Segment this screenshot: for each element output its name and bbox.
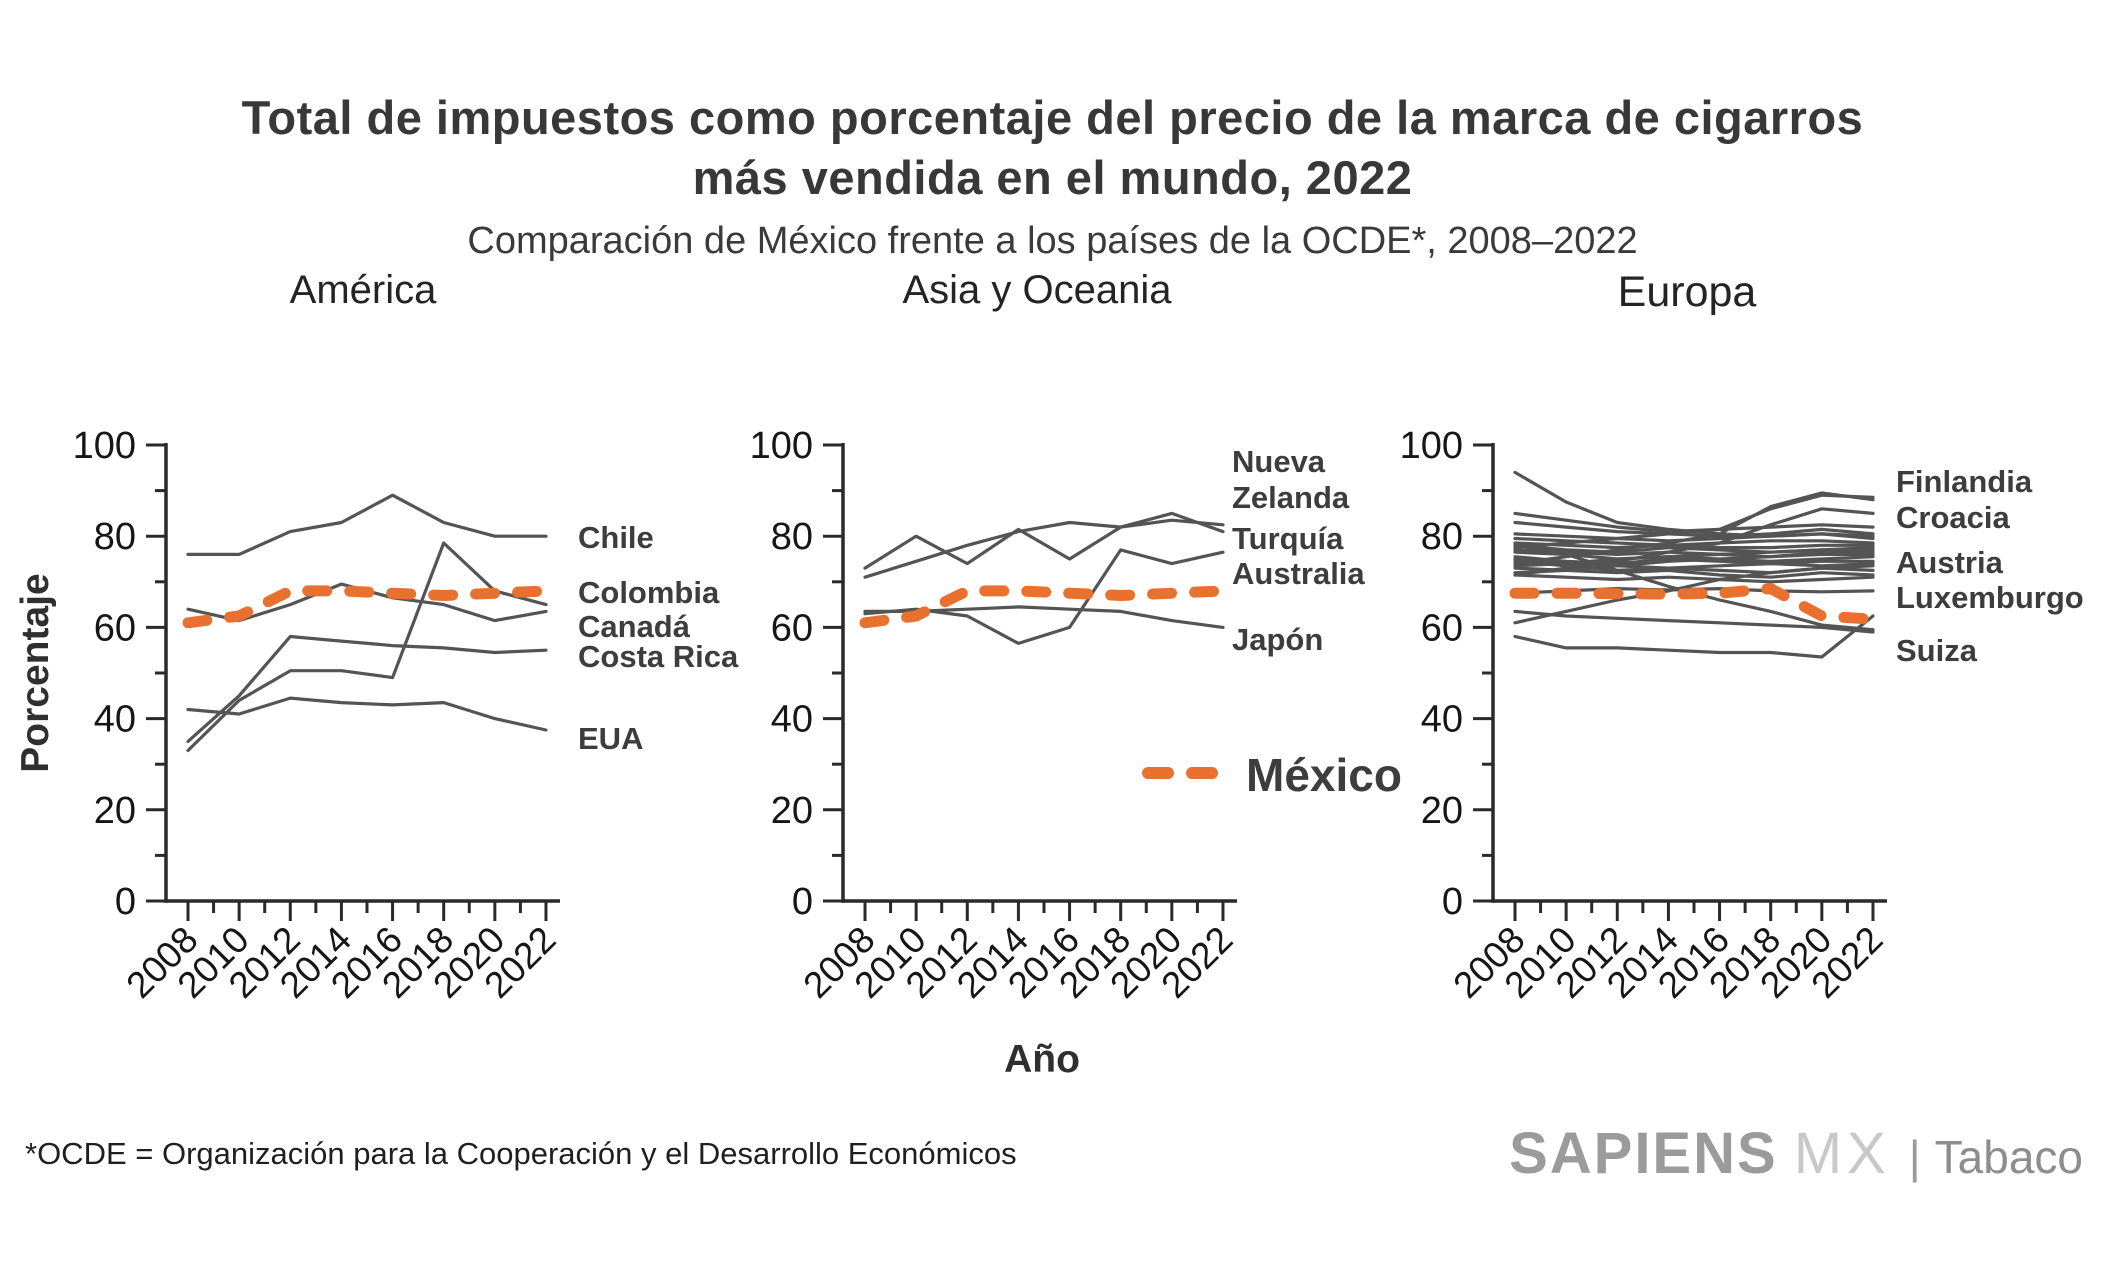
- series-line-México: [182, 585, 552, 629]
- y-tick-label: 40: [1421, 699, 1463, 741]
- y-tick-label: 40: [94, 699, 136, 741]
- series-line-Suiza: [1513, 614, 1875, 659]
- y-tick-label: 0: [115, 881, 136, 923]
- y-tick-label: 60: [94, 607, 136, 649]
- series-line-Nueva Zelanda: [863, 518, 1225, 579]
- series-line-México: [859, 585, 1229, 629]
- series-line-Colombia: [186, 541, 548, 753]
- y-tick-label: 0: [792, 881, 813, 923]
- series-line-ocde-eu-13: [1513, 550, 1875, 563]
- logo: SAPIENS MX | Tabaco: [1509, 1120, 2083, 1187]
- y-tick-label: 20: [1421, 790, 1463, 832]
- y-tick-label: 60: [1421, 607, 1463, 649]
- country-label: Japón: [1232, 622, 1323, 657]
- series-line-ocde-eu-9: [1513, 541, 1875, 550]
- series-line-México: [1509, 583, 1879, 625]
- chart-subtitle: Comparación de México frente a los paíse…: [467, 220, 1638, 262]
- country-label: Luxemburgo: [1896, 580, 2084, 615]
- subplot-title-europa: Europa: [1617, 268, 1757, 316]
- series-line-ocde-eu-12: [1513, 548, 1875, 559]
- chart-title-line2: más vendida en el mundo, 2022: [692, 151, 1413, 204]
- country-label: Colombia: [578, 575, 720, 610]
- series-line-ocde-eu-19: [1513, 573, 1875, 584]
- series-line-Costa Rica: [186, 634, 548, 744]
- y-tick-label: 60: [771, 607, 813, 649]
- y-tick-label: 80: [771, 516, 813, 558]
- series-line-ocde-eu-23: [1513, 609, 1875, 634]
- country-label: Chile: [578, 520, 654, 555]
- series-line-ocde-eu-7: [1513, 532, 1875, 543]
- series-line-ocde-eu-6: [1513, 520, 1875, 538]
- y-tick-label: 100: [73, 425, 136, 467]
- y-tick-label: 20: [771, 790, 813, 832]
- country-label: Australia: [1232, 556, 1365, 591]
- y-tick-label: 100: [750, 425, 813, 467]
- panel-América: 0204060801002008201020122014201620182020…: [73, 425, 739, 1006]
- footnote: *OCDE = Organización para la Cooperación…: [25, 1136, 1017, 1171]
- series-line-Chile: [186, 493, 548, 557]
- country-label: Turquía: [1232, 521, 1344, 556]
- y-tick-label: 80: [94, 516, 136, 558]
- y-tick-label: 20: [94, 790, 136, 832]
- series-line-ocde-eu-5: [1513, 511, 1875, 534]
- series-line-ocde-eu-15: [1513, 557, 1875, 570]
- series-line-Turquía: [863, 511, 1225, 570]
- country-label: Canadá: [578, 609, 691, 644]
- panel-Asia y Oceania: 0204060801002008201020122014201620182020…: [750, 425, 1402, 1006]
- y-tick-label: 40: [771, 699, 813, 741]
- y-tick-label: 80: [1421, 516, 1463, 558]
- country-label: Finlandia: [1896, 464, 2033, 499]
- series-line-EUA: [186, 696, 548, 732]
- series-line-ocde-eu-8: [1513, 536, 1875, 547]
- subplot-title-asia-oceania: Asia y Oceania: [902, 268, 1172, 312]
- y-tick-label: 0: [1442, 881, 1463, 923]
- x-axis-label: Año: [1004, 1038, 1080, 1081]
- country-label: Austria: [1896, 545, 2004, 580]
- country-label: Nueva: [1232, 444, 1326, 479]
- chart-title-line1: Total de impuestos como porcentaje del p…: [241, 91, 1864, 144]
- country-label: Costa Rica: [578, 639, 739, 674]
- logo-tabaco: Tabaco: [1934, 1131, 2083, 1183]
- country-label: Suiza: [1896, 633, 1978, 668]
- country-label: EUA: [578, 721, 643, 756]
- country-label: Zelanda: [1232, 480, 1350, 515]
- logo-sapiens: SAPIENS: [1509, 1121, 1778, 1186]
- logo-mx: MX: [1793, 1121, 1891, 1186]
- panel-Europa: 0204060801002008201020122014201620182020…: [1400, 425, 2084, 1006]
- y-tick-label: 100: [1400, 425, 1463, 467]
- legend-label: México: [1246, 749, 1402, 801]
- series-line-ocde-eu-20: [1513, 564, 1875, 625]
- country-label: Croacia: [1896, 500, 2010, 535]
- series-line-ocde-eu-18: [1513, 550, 1875, 575]
- subplot-title-america: América: [289, 268, 437, 312]
- logo-divider-bar: |: [1908, 1131, 1921, 1183]
